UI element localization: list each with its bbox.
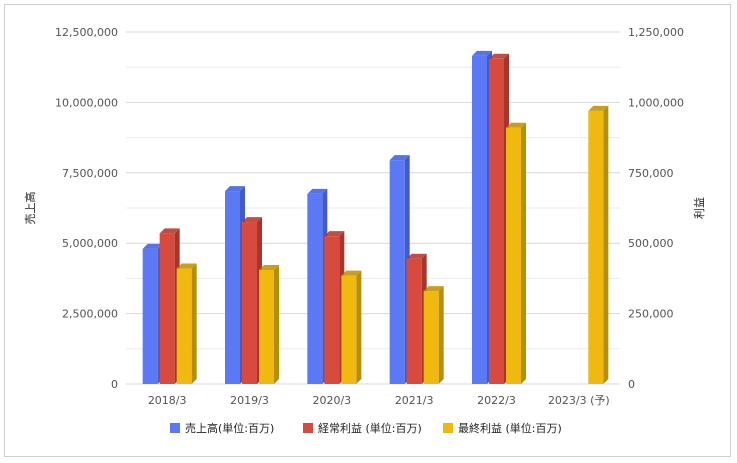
legend-swatch [170,423,180,433]
legend-item-0: 売上高(単位:百万) [170,421,274,435]
legend-label: 売上高(単位:百万) [185,421,274,435]
right-tick-label: 500,000 [628,237,674,250]
legend-swatch [303,423,313,433]
right-tick-label: 1,000,000 [628,96,684,109]
gridlines [126,31,620,385]
x-tick-label: 2019/3 [230,394,269,407]
right-tick-label: 0 [628,378,635,391]
right-tick-label: 250,000 [628,308,674,321]
legend-label: 最終利益 (単位:百万) [458,421,562,435]
left-tick-label: 12,500,000 [55,26,118,39]
left-tick-label: 2,500,000 [62,308,118,321]
x-tick-label: 2020/3 [312,394,351,407]
x-tick-label: 2021/3 [395,394,434,407]
x-tick-label: 2022/3 [477,394,516,407]
bar-2022/3-2 [506,122,526,384]
bar-2019/3-2 [259,264,279,384]
legend-item-2: 最終利益 (単位:百万) [443,421,562,435]
right-tick-label: 750,000 [628,167,674,180]
left-tick-label: 7,500,000 [62,167,118,180]
legend-swatch [443,423,453,433]
right-tick-label: 1,250,000 [628,26,684,39]
bar-2021/3-2 [423,286,444,384]
legend-label: 経常利益 (単位:百万) [318,421,422,435]
legend: 売上高(単位:百万) 経常利益 (単位:百万) 最終利益 (単位:百万) [170,421,562,435]
right-axis-title: 利益 [692,197,706,219]
bar-2020/3-2 [341,270,362,384]
x-tick-label: 2018/3 [148,394,187,407]
left-axis-title: 売上高 [23,192,37,225]
right-axis-ticks: 0 250,000 500,000 750,000 1,000,000 1,250,000 [628,26,684,391]
x-tick-label: 2023/3 (予) [548,394,610,407]
left-tick-label: 0 [111,378,118,391]
left-axis-ticks: 0 2,500,000 5,000,000 7,500,000 10,000,000 12… [55,26,118,391]
left-tick-label: 10,000,000 [55,96,118,109]
legend-item-1: 経常利益 (単位:百万) [303,421,422,435]
left-tick-label: 5,000,000 [62,237,118,250]
chart-frame [4,4,731,457]
bar-2023/3 (予)-2 [588,105,609,385]
x-axis-ticks: 2018/3 2019/3 2020/3 2021/3 2022/3 2023/3 (予) [148,394,610,407]
bars [142,50,609,385]
bar-2018/3-2 [176,263,197,384]
